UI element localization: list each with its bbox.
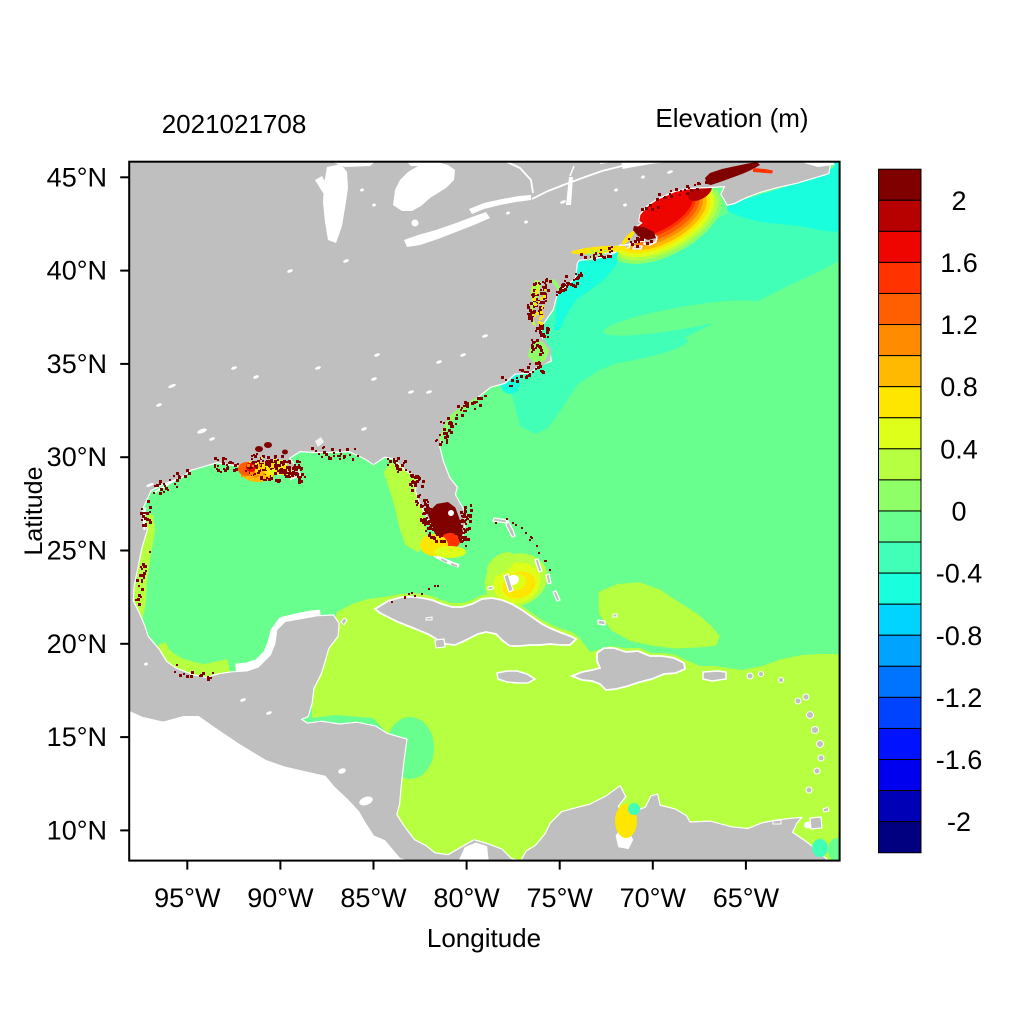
svg-text:2: 2 <box>951 186 966 216</box>
svg-text:20°N: 20°N <box>47 629 107 659</box>
svg-text:1.2: 1.2 <box>940 310 978 340</box>
svg-text:45°N: 45°N <box>47 162 107 192</box>
svg-text:35°N: 35°N <box>47 349 107 379</box>
svg-text:75°W: 75°W <box>527 883 594 913</box>
svg-text:15°N: 15°N <box>47 722 107 752</box>
svg-text:-1.6: -1.6 <box>936 745 983 775</box>
svg-text:-0.8: -0.8 <box>936 621 983 651</box>
svg-text:30°N: 30°N <box>47 442 107 472</box>
svg-text:40°N: 40°N <box>47 256 107 286</box>
svg-text:85°W: 85°W <box>340 883 407 913</box>
svg-text:65°W: 65°W <box>713 883 780 913</box>
svg-text:10°N: 10°N <box>47 815 107 845</box>
svg-text:-2: -2 <box>947 807 971 837</box>
svg-text:Latitude: Latitude <box>20 467 48 556</box>
svg-text:-0.4: -0.4 <box>936 559 983 589</box>
svg-text:95°W: 95°W <box>154 883 221 913</box>
svg-text:1.6: 1.6 <box>940 248 978 278</box>
svg-text:25°N: 25°N <box>47 536 107 566</box>
svg-text:Elevation (m): Elevation (m) <box>655 103 808 133</box>
svg-text:90°W: 90°W <box>247 883 314 913</box>
svg-text:80°W: 80°W <box>433 883 500 913</box>
svg-text:0.8: 0.8 <box>940 372 978 402</box>
svg-text:Longitude: Longitude <box>427 923 541 953</box>
svg-text:0: 0 <box>951 497 966 527</box>
svg-text:2021021708: 2021021708 <box>162 109 307 139</box>
svg-text:-1.2: -1.2 <box>936 683 983 713</box>
svg-text:0.4: 0.4 <box>940 434 978 464</box>
svg-text:70°W: 70°W <box>620 883 687 913</box>
